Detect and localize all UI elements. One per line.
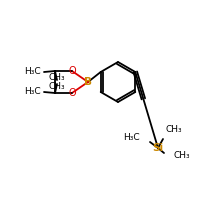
Text: H₃C: H₃C [24, 68, 41, 76]
Text: B: B [84, 77, 92, 87]
Text: O: O [68, 88, 76, 98]
Text: CH₃: CH₃ [49, 82, 65, 91]
Text: CH₃: CH₃ [49, 73, 65, 82]
Text: Si: Si [152, 143, 164, 153]
Text: O: O [68, 66, 76, 76]
Text: CH₃: CH₃ [166, 126, 183, 134]
Text: H₃C: H₃C [123, 134, 140, 142]
Text: H₃C: H₃C [24, 88, 41, 97]
Text: CH₃: CH₃ [174, 152, 191, 160]
